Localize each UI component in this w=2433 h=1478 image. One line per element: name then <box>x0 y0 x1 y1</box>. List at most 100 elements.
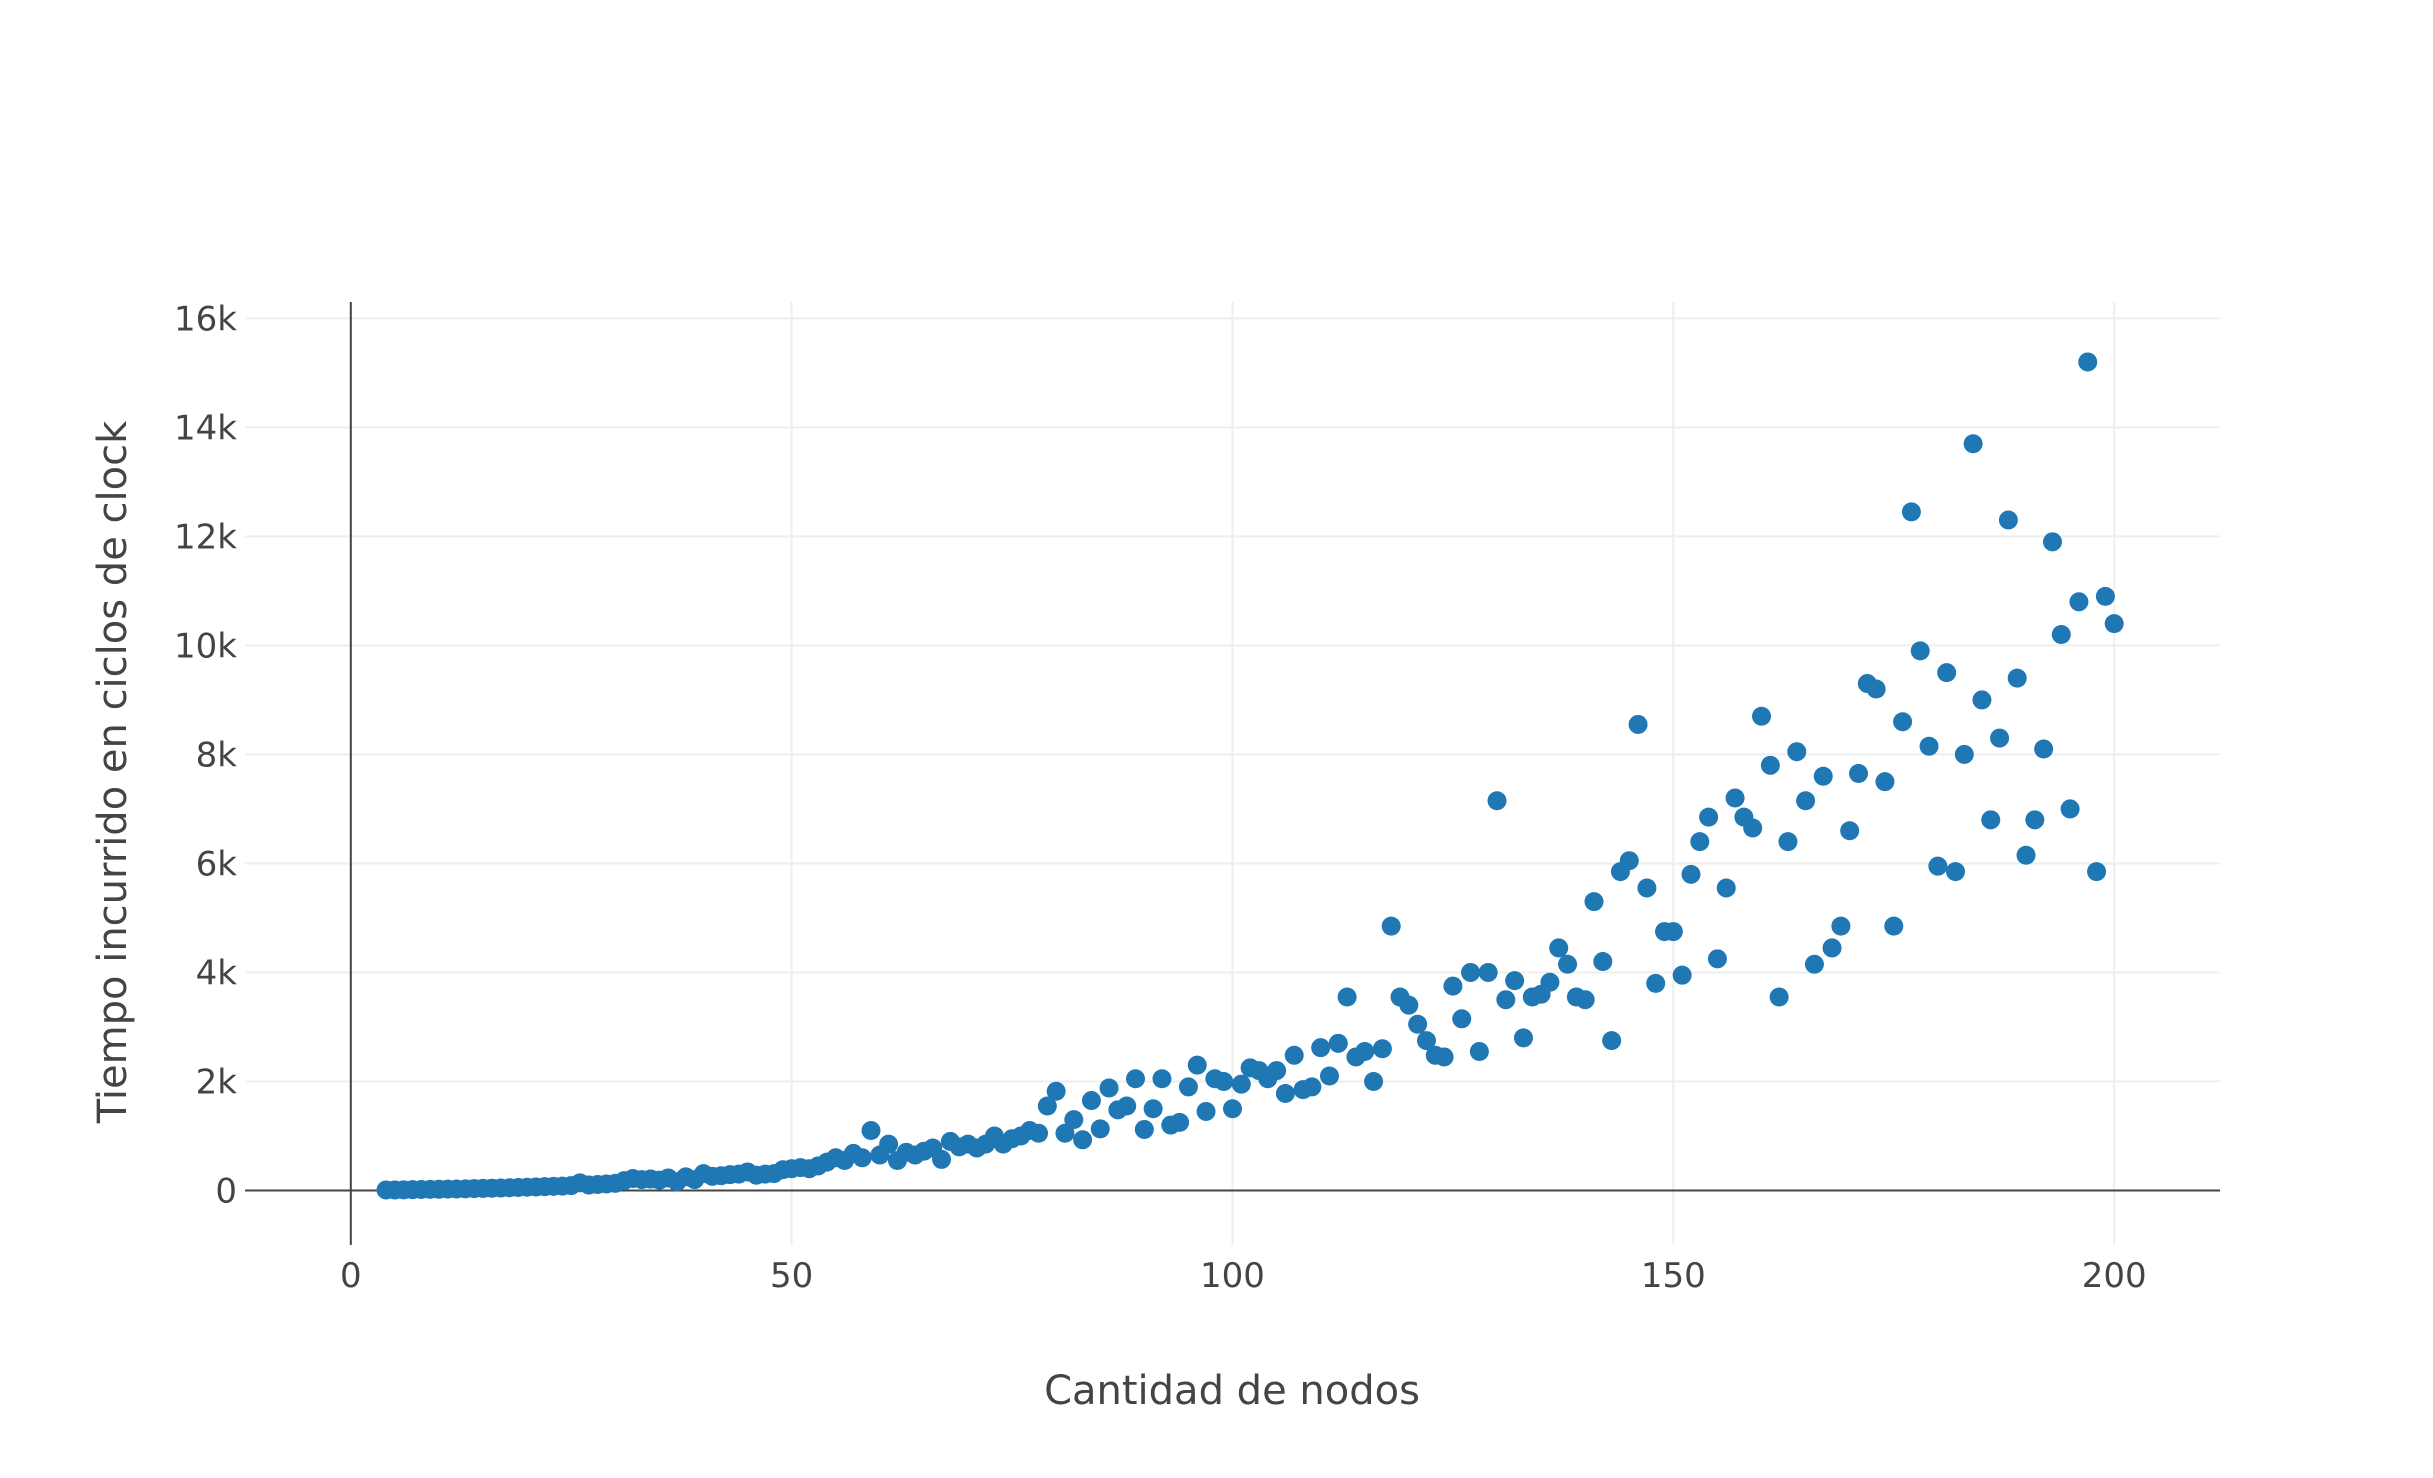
data-point <box>1760 755 1780 775</box>
data-point <box>1540 972 1560 992</box>
data-point <box>1699 807 1719 827</box>
data-point <box>1840 821 1860 841</box>
data-point <box>1408 1014 1428 1034</box>
data-point <box>1126 1069 1146 1089</box>
x-axis-title: Cantidad de nodos <box>1044 1368 1420 1414</box>
data-point <box>1143 1099 1163 1119</box>
data-point <box>1901 502 1921 522</box>
data-point <box>1178 1077 1198 1097</box>
data-point <box>1593 952 1613 972</box>
data-point <box>1910 641 1930 661</box>
data-point <box>1637 878 1657 898</box>
y-tick-label: 4k <box>196 953 238 993</box>
data-point <box>1954 744 1974 764</box>
data-point <box>2025 810 2045 830</box>
x-tick-label: 100 <box>1200 1256 1265 1296</box>
data-point <box>2060 799 2080 819</box>
y-tick-label: 16k <box>174 299 237 339</box>
data-point <box>1443 976 1463 996</box>
data-point <box>1399 995 1419 1015</box>
data-point <box>1584 892 1604 912</box>
y-tick-labels: 0 2k 4k 6k 8k 10k 12k 14k 16k <box>174 299 237 1211</box>
data-point <box>2016 845 2036 865</box>
data-point <box>1496 990 1516 1010</box>
data-point <box>1884 916 1904 936</box>
data-point <box>1602 1031 1622 1051</box>
y-tick-label: 2k <box>196 1062 238 1102</box>
x-tick-label: 200 <box>2082 1256 2147 1296</box>
data-point <box>1196 1101 1216 1121</box>
data-point <box>1963 434 1983 454</box>
data-point <box>1716 878 1736 898</box>
data-point <box>1090 1119 1110 1139</box>
data-point <box>1117 1096 1137 1116</box>
x-tick-label: 0 <box>340 1256 362 1296</box>
data-point <box>2042 532 2062 552</box>
data-point <box>1990 728 2010 748</box>
data-point <box>1866 679 1886 699</box>
data-point <box>1311 1038 1331 1058</box>
x-tick-labels: 0 50 100 150 200 <box>340 1256 2147 1296</box>
data-point <box>932 1149 952 1169</box>
data-point <box>1831 916 1851 936</box>
x-tick-label: 50 <box>770 1256 813 1296</box>
data-point <box>1928 856 1948 876</box>
y-tick-label: 14k <box>174 408 237 448</box>
data-point <box>2007 668 2027 688</box>
y-tick-label: 10k <box>174 626 237 666</box>
data-point <box>1505 971 1525 991</box>
data-point <box>2069 592 2089 612</box>
data-point <box>1081 1091 1101 1111</box>
data-point <box>1381 916 1401 936</box>
data-point <box>1558 954 1578 974</box>
data-point <box>861 1121 881 1141</box>
data-point <box>1134 1119 1154 1139</box>
data-point <box>1945 862 1965 882</box>
data-point <box>1337 987 1357 1007</box>
data-point <box>1267 1061 1287 1081</box>
data-point <box>1725 788 1745 808</box>
data-point <box>1849 764 1869 783</box>
data-point <box>1743 818 1763 838</box>
data-point <box>1787 742 1807 762</box>
data-point <box>1328 1033 1348 1053</box>
data-point <box>1487 791 1507 811</box>
data-point <box>1646 973 1666 993</box>
data-point <box>1707 949 1727 969</box>
data-point <box>1372 1039 1392 1059</box>
data-point <box>1513 1028 1533 1048</box>
data-point <box>1073 1130 1093 1150</box>
data-point <box>1628 714 1648 734</box>
data-point <box>1875 772 1895 792</box>
y-tick-label: 0 <box>215 1171 237 1211</box>
data-point <box>1681 864 1701 884</box>
data-point <box>1099 1078 1119 1098</box>
data-point <box>1813 766 1833 786</box>
data-point <box>1170 1112 1190 1132</box>
data-point <box>1619 851 1639 871</box>
data-point <box>1302 1077 1322 1097</box>
data-point <box>2078 352 2098 372</box>
data-point <box>1037 1096 1057 1116</box>
y-tick-label: 6k <box>196 844 238 884</box>
data-point <box>1919 736 1939 756</box>
data-point <box>1769 987 1789 1007</box>
data-point <box>1231 1074 1251 1094</box>
data-point <box>1319 1066 1339 1086</box>
data-point <box>1355 1041 1375 1061</box>
data-point <box>1469 1041 1489 1061</box>
data-point <box>879 1134 899 1154</box>
data-point <box>1893 712 1913 732</box>
data-point <box>1778 832 1798 852</box>
data-point <box>852 1148 872 1168</box>
data-point <box>1752 706 1772 726</box>
data-point <box>1416 1031 1436 1051</box>
data-point <box>1064 1110 1084 1130</box>
data-point <box>2034 739 2054 759</box>
data-point <box>2104 614 2124 634</box>
data-point <box>1663 922 1683 942</box>
data-point <box>1972 690 1992 710</box>
data-point <box>1055 1123 1075 1143</box>
